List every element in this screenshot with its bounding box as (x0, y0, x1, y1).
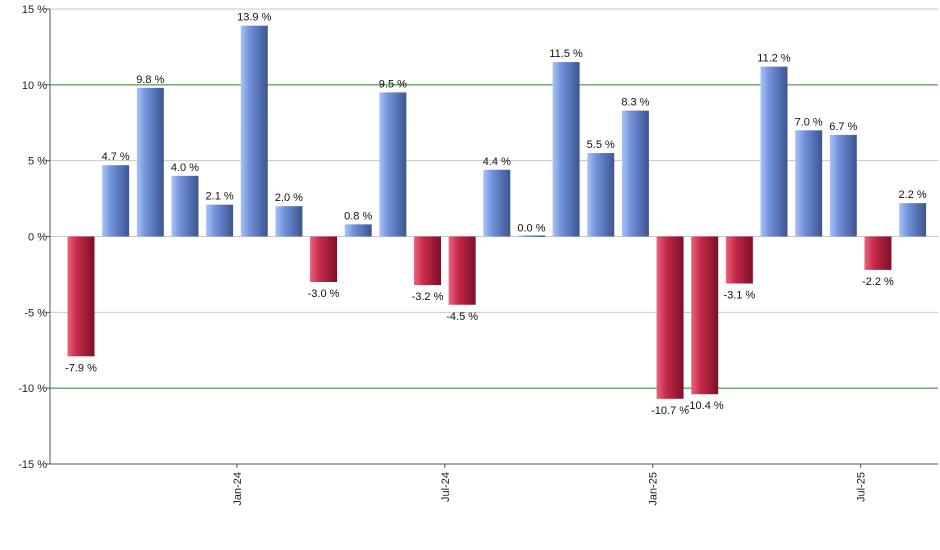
bar-value-label: 11.5 % (549, 48, 583, 60)
bar (760, 66, 788, 237)
y-tick-label: -10 % (18, 383, 47, 395)
bar-value-label: -2.2 % (862, 276, 894, 288)
bar-value-label: -3.2 % (412, 291, 444, 303)
bar (552, 62, 580, 237)
data-labels: -7.9 % 4.7 % 9.8 % 4.0 % 2.1 % 13.9 % 2.0 % -3.… (65, 12, 927, 417)
y-tick-label: 10 % (22, 80, 47, 92)
bar-value-label: -3.0 % (308, 288, 340, 300)
bar-value-label: 13.9 % (237, 12, 271, 24)
bar-value-label: 5.5 % (587, 139, 615, 151)
bar (379, 92, 407, 237)
bar (899, 203, 927, 237)
bar-value-label: 4.7 % (102, 151, 130, 163)
bar (587, 153, 615, 237)
bar-value-label: 2.2 % (899, 189, 927, 201)
y-tick-label: 15 % (22, 4, 47, 16)
y-tick-label: 0 % (28, 232, 47, 244)
bar (171, 175, 199, 237)
bar (67, 236, 95, 357)
bar (795, 130, 823, 237)
bar-value-label: 8.3 % (621, 97, 649, 109)
bar-value-label: 7.0 % (795, 116, 823, 128)
bar-value-label: 9.8 % (136, 74, 164, 86)
bar (310, 236, 338, 282)
bar (656, 236, 684, 399)
bar-value-label: -4.5 % (446, 311, 478, 323)
bar (102, 165, 130, 237)
bar (621, 110, 649, 237)
bar-value-label: 9.5 % (379, 78, 407, 90)
bar (829, 134, 857, 237)
bar (725, 236, 753, 284)
bar (240, 25, 268, 237)
bar (414, 236, 441, 286)
bar-value-label: -10.4 % (686, 400, 724, 412)
bars (67, 25, 927, 399)
bar-value-label: 4.4 % (483, 156, 511, 168)
bar-value-label: 6.7 % (829, 121, 857, 133)
bar (136, 87, 164, 237)
bar-value-label: 0.8 % (344, 210, 372, 222)
x-tick-label: Jul-25 (856, 472, 868, 502)
x-tick-label: Jul-24 (440, 472, 452, 502)
y-tick-label: -15 % (18, 459, 47, 471)
bar (483, 169, 511, 237)
bar-value-label: -10.7 % (651, 405, 689, 417)
bar-value-label: 2.1 % (206, 191, 234, 203)
bar-value-label: -7.9 % (65, 362, 97, 374)
bar (206, 204, 234, 237)
x-tick-label: Jan-24 (232, 472, 244, 506)
bar (448, 236, 476, 305)
bar (517, 235, 545, 237)
x-tick-label: Jan-25 (648, 472, 660, 506)
bar-value-label: 4.0 % (171, 162, 199, 174)
axes: 15 % 10 % 5 % 0 % -5 % -10 % -15 % Jan-24 Jul-24… (18, 4, 938, 506)
bar-value-label: 11.2 % (757, 53, 791, 65)
bar (275, 206, 303, 237)
bar (344, 224, 372, 237)
bar (691, 236, 719, 395)
bar-value-label: 2.0 % (275, 192, 303, 204)
bar (864, 236, 892, 270)
bar-value-label: 0.0 % (517, 223, 545, 235)
y-tick-label: 5 % (28, 156, 47, 168)
y-tick-label: -5 % (24, 307, 47, 319)
bar-value-label: -3.1 % (723, 290, 755, 302)
